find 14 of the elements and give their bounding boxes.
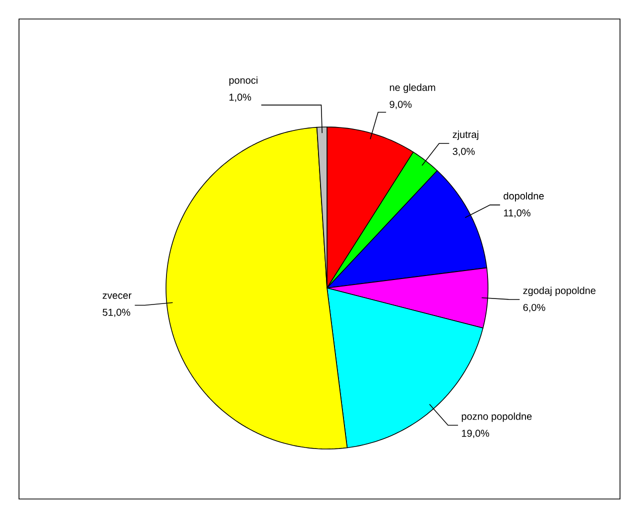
slice-label: zgodaj popoldne (523, 286, 596, 296)
data-label: 19,0% (462, 430, 490, 438)
slice-label: ne gledam (390, 84, 436, 93)
slice-label: ponoci (229, 76, 258, 86)
data-label: 3,0% (452, 148, 475, 156)
data-label: 51,0% (102, 308, 130, 318)
data-label: 11,0% (504, 209, 530, 218)
slice-label: pozno popoldne (462, 412, 532, 422)
slice-label: zjutraj (452, 130, 478, 140)
data-label: 1,0% (229, 94, 252, 102)
data-label: 6,0% (523, 304, 546, 312)
slice-label: dopoldne (504, 192, 544, 202)
data-label: 9,0% (390, 100, 412, 110)
slice-label: zvecer (102, 293, 132, 299)
